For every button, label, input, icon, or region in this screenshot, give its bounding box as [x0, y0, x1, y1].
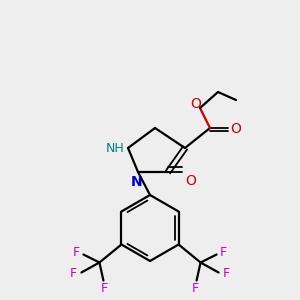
- Text: O: O: [186, 174, 196, 188]
- Text: NH: NH: [106, 142, 124, 155]
- Text: F: F: [73, 246, 80, 259]
- Text: O: O: [231, 122, 242, 136]
- Text: O: O: [190, 97, 201, 111]
- Text: F: F: [192, 282, 199, 295]
- Text: F: F: [70, 267, 77, 280]
- Text: N: N: [131, 175, 143, 189]
- Text: F: F: [223, 267, 230, 280]
- Text: F: F: [220, 246, 227, 259]
- Text: F: F: [101, 282, 108, 295]
